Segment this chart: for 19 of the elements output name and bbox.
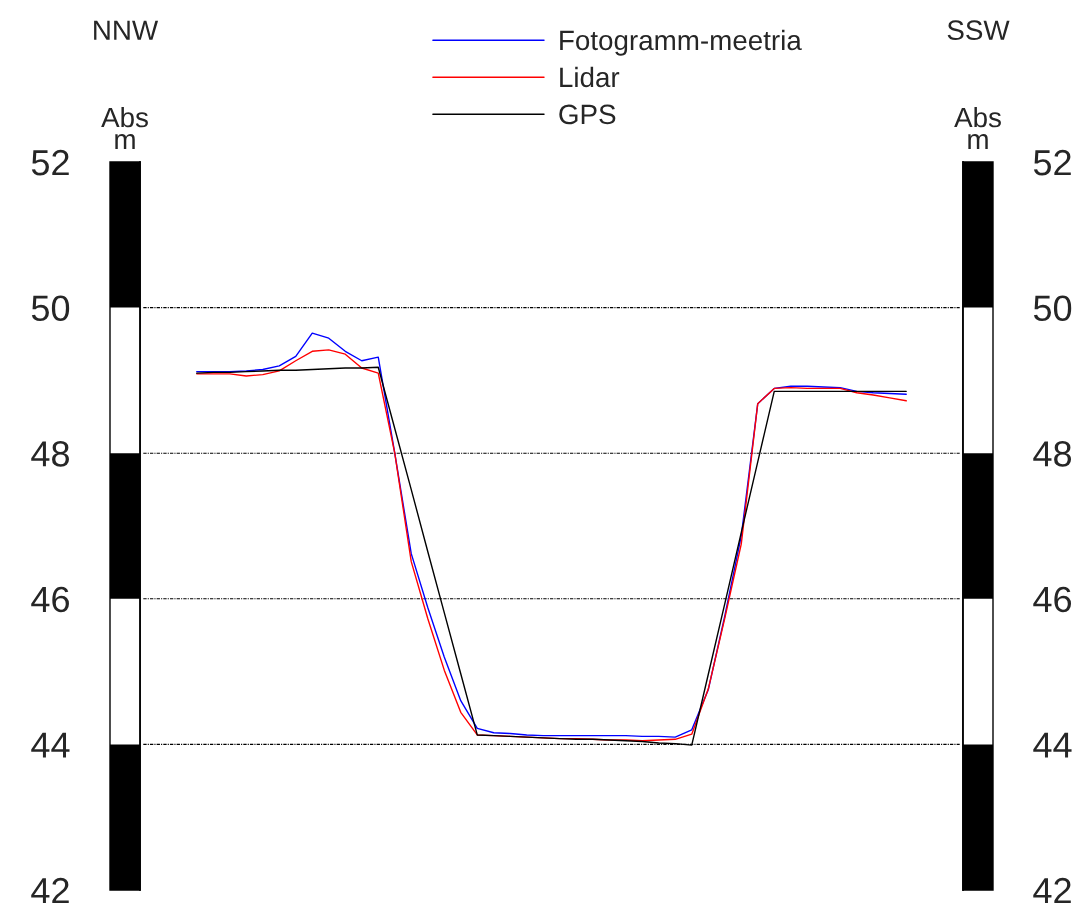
legend-label: Fotogramm-meetria bbox=[560, 29, 802, 56]
y2-tick-label: 48 bbox=[1033, 441, 1072, 467]
y-tick-label: 48 bbox=[31, 441, 69, 467]
y2-tick-label: 46 bbox=[1033, 586, 1072, 613]
y-axis-title: Abs m bbox=[101, 106, 148, 149]
y2-tick-label: 50 bbox=[1033, 295, 1072, 322]
text: SSW bbox=[947, 20, 1010, 41]
y-tick-label: 44 bbox=[31, 732, 70, 758]
y2-axis-title: Abs m bbox=[954, 106, 1001, 149]
y-tick-label: 46 bbox=[31, 586, 69, 613]
y-tick-label: 52 bbox=[31, 149, 69, 176]
legend-label: Lidar bbox=[560, 66, 620, 88]
y2-tick-label: 44 bbox=[1033, 732, 1072, 758]
y-tick-label: 50 bbox=[31, 295, 70, 322]
y2-tick-label: 42 bbox=[1033, 877, 1071, 904]
text: NNW bbox=[94, 20, 159, 40]
legend-label: GPS bbox=[559, 104, 616, 125]
y-tick-label: 42 bbox=[31, 877, 69, 904]
y2-tick-label: 52 bbox=[1033, 149, 1071, 176]
